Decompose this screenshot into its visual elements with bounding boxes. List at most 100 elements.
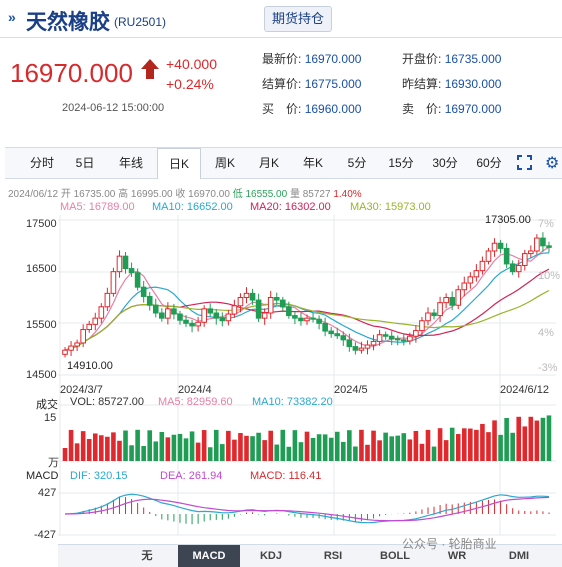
- candle-body: [515, 264, 522, 273]
- volume-bar: [492, 420, 497, 461]
- tab-indicator[interactable]: BOLL: [380, 550, 410, 562]
- candle-body: [86, 323, 93, 331]
- candle-body: [540, 237, 546, 247]
- volume-bar: [141, 446, 146, 461]
- double-chevron-icon: »: [8, 9, 16, 25]
- tab-indicator[interactable]: 无: [141, 550, 153, 562]
- tab-period[interactable]: 周K: [214, 156, 235, 170]
- volume-bar: [123, 430, 128, 461]
- volume-bar: [153, 441, 159, 461]
- candle-body: [298, 317, 304, 322]
- quote-datetime: 2024-06-12 15:00:00: [62, 102, 165, 114]
- volume-bar: [534, 420, 540, 461]
- tab-period[interactable]: 分时: [29, 156, 54, 170]
- volume-bar: [340, 441, 346, 461]
- tab-period[interactable]: 30分: [432, 156, 458, 170]
- volume-bar: [383, 432, 388, 461]
- volume-bar: [147, 430, 153, 461]
- volume-bar: [298, 442, 304, 461]
- volume-bar: [461, 428, 467, 461]
- volume-bar: [280, 429, 286, 461]
- title-bar: » 天然橡胶 (RU2501) 期货持仓: [0, 0, 562, 38]
- macd-value: MACD: 116.41: [250, 470, 322, 482]
- volume-bar: [437, 428, 443, 461]
- vol-ma10: MA10: 73382.20: [252, 396, 333, 408]
- candle-body: [243, 292, 250, 299]
- volume-bar: [250, 436, 255, 461]
- volume-bar: [226, 430, 231, 461]
- tab-period[interactable]: 年线: [118, 156, 143, 170]
- volume-bar: [262, 440, 267, 461]
- tab-period[interactable]: 15分: [388, 156, 414, 170]
- gear-icon[interactable]: ⚙: [545, 155, 560, 172]
- ohlc-readout: 2024/06/12 开 16735.00 高 16995.00 收 16970…: [8, 189, 362, 200]
- volume-bar: [516, 416, 522, 461]
- volume-bar: [201, 430, 207, 461]
- price-change: +40.000 +0.24%: [166, 56, 217, 92]
- candle-body: [201, 308, 207, 323]
- volume-bar: [74, 443, 80, 461]
- volume-bar: [401, 433, 407, 461]
- candle-body: [159, 312, 165, 319]
- tab-period[interactable]: 5分: [347, 156, 367, 170]
- tab-period[interactable]: 5日: [75, 156, 95, 170]
- y-tick: 14500: [26, 369, 57, 381]
- ma5-label: MA5: 16789.00: [60, 201, 135, 213]
- pct-tick: 10%: [538, 270, 561, 282]
- tab-indicator[interactable]: KDJ: [259, 550, 282, 562]
- tab-indicator[interactable]: WR: [447, 550, 467, 562]
- high-annotation: 17305.00: [485, 214, 531, 226]
- candle-body: [304, 317, 310, 322]
- ma20-label: MA20: 16302.00: [250, 201, 331, 213]
- tab-indicator[interactable]: RSI: [323, 550, 343, 562]
- tab-period-active[interactable]: 日K: [157, 148, 201, 179]
- volume-bar: [68, 429, 74, 461]
- candle-body: [503, 247, 510, 265]
- candle-body: [407, 335, 413, 342]
- pct-tick: -3%: [538, 362, 558, 374]
- macd-title: MACD: [26, 470, 59, 482]
- candle-body: [546, 245, 552, 248]
- tab-period[interactable]: 年K: [302, 156, 323, 170]
- quote-field: 开盘价: 16735.000: [402, 52, 502, 66]
- quote-field: 最新价: 16970.000: [262, 52, 362, 66]
- candle-body: [382, 334, 389, 337]
- candle-body: [80, 329, 86, 344]
- watermark: 公众号 · 轮胎商业: [402, 537, 497, 551]
- volume-bar: [443, 440, 449, 461]
- x-tick: 2024/4: [178, 384, 212, 396]
- fullscreen-icon[interactable]: [517, 155, 532, 170]
- volume-bar: [322, 434, 328, 461]
- candle-body: [491, 242, 498, 252]
- vol-top-tick: 15: [44, 412, 57, 424]
- page-title: 天然橡胶: [26, 11, 110, 34]
- tab-period[interactable]: 60分: [476, 156, 502, 170]
- volume-bar: [431, 446, 437, 461]
- volume-bar: [468, 428, 473, 461]
- dif-line: [64, 493, 550, 524]
- volume-bar: [455, 434, 461, 461]
- volume-bar: [129, 445, 134, 461]
- candle-body: [134, 272, 141, 288]
- macd-dif: DIF: 320.15: [70, 470, 128, 482]
- tab-period[interactable]: 月K: [258, 156, 279, 170]
- volume-bar: [528, 416, 534, 461]
- volume-bar: [449, 427, 455, 461]
- candle-body: [322, 322, 328, 332]
- tab-indicator[interactable]: DMI: [508, 550, 530, 562]
- volume-bar: [407, 439, 413, 461]
- macd-bottom-tick: -427: [34, 529, 57, 541]
- volume-bar: [238, 433, 243, 461]
- tab-indicator-active[interactable]: MACD: [178, 545, 240, 567]
- candle-body: [346, 339, 353, 348]
- volume-bar: [522, 426, 528, 461]
- candle-body: [394, 338, 401, 341]
- candle-body: [104, 292, 111, 308]
- volume-bar: [304, 431, 310, 461]
- candle-body: [521, 253, 528, 266]
- candle-body: [177, 313, 183, 321]
- candle-body: [485, 250, 492, 262]
- futures-position-button[interactable]: 期货持仓: [264, 6, 332, 32]
- candle-body: [292, 315, 298, 319]
- x-tick: 2024/6/12: [500, 384, 549, 396]
